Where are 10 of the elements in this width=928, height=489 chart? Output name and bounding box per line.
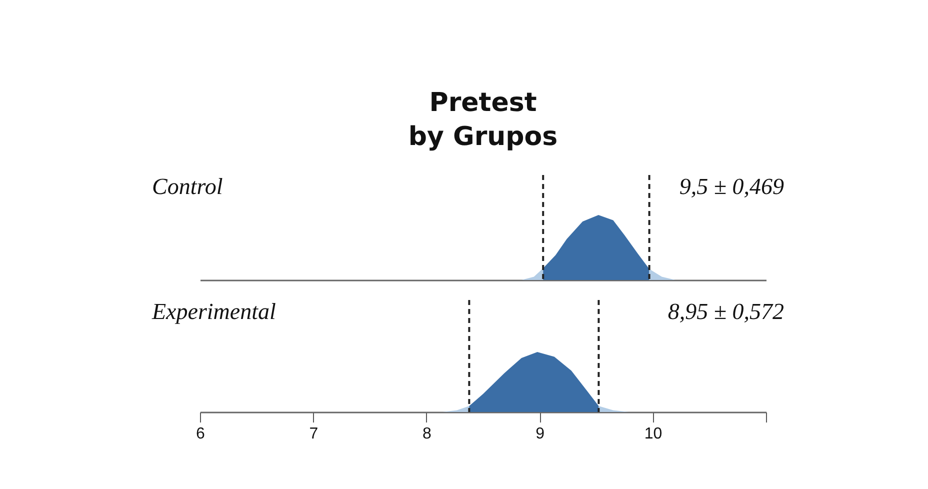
x-tick-label: 9 xyxy=(536,426,545,442)
x-tick-label: 7 xyxy=(309,426,318,442)
chart-title: Pretest by Grupos xyxy=(408,88,558,152)
text: 9,5 ± 0,469 xyxy=(679,174,784,199)
chart-subtitle: Experimental xyxy=(151,299,276,324)
chart-subtitle: Control xyxy=(152,174,223,199)
text: 8,95 ± 0,572 xyxy=(668,299,784,324)
x-tick-label: 8 xyxy=(422,426,432,442)
x-tick-label: 6 xyxy=(196,426,206,442)
x-tick-label: 10 xyxy=(644,426,662,442)
